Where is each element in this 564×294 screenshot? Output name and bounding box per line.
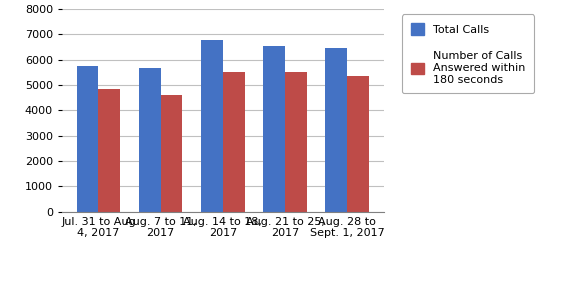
Bar (325, 48, 347, 212)
Bar (161, 95, 182, 212)
Bar (263, 46, 285, 212)
Legend: Total Calls, Number of Calls
Answered within
180 seconds: Total Calls, Number of Calls Answered wi… (402, 14, 534, 93)
Bar (98, 89, 120, 212)
Bar (223, 72, 245, 212)
Bar (201, 40, 223, 212)
Bar (77, 66, 98, 212)
Bar (139, 69, 161, 212)
Bar (347, 76, 369, 212)
Bar (285, 72, 307, 212)
